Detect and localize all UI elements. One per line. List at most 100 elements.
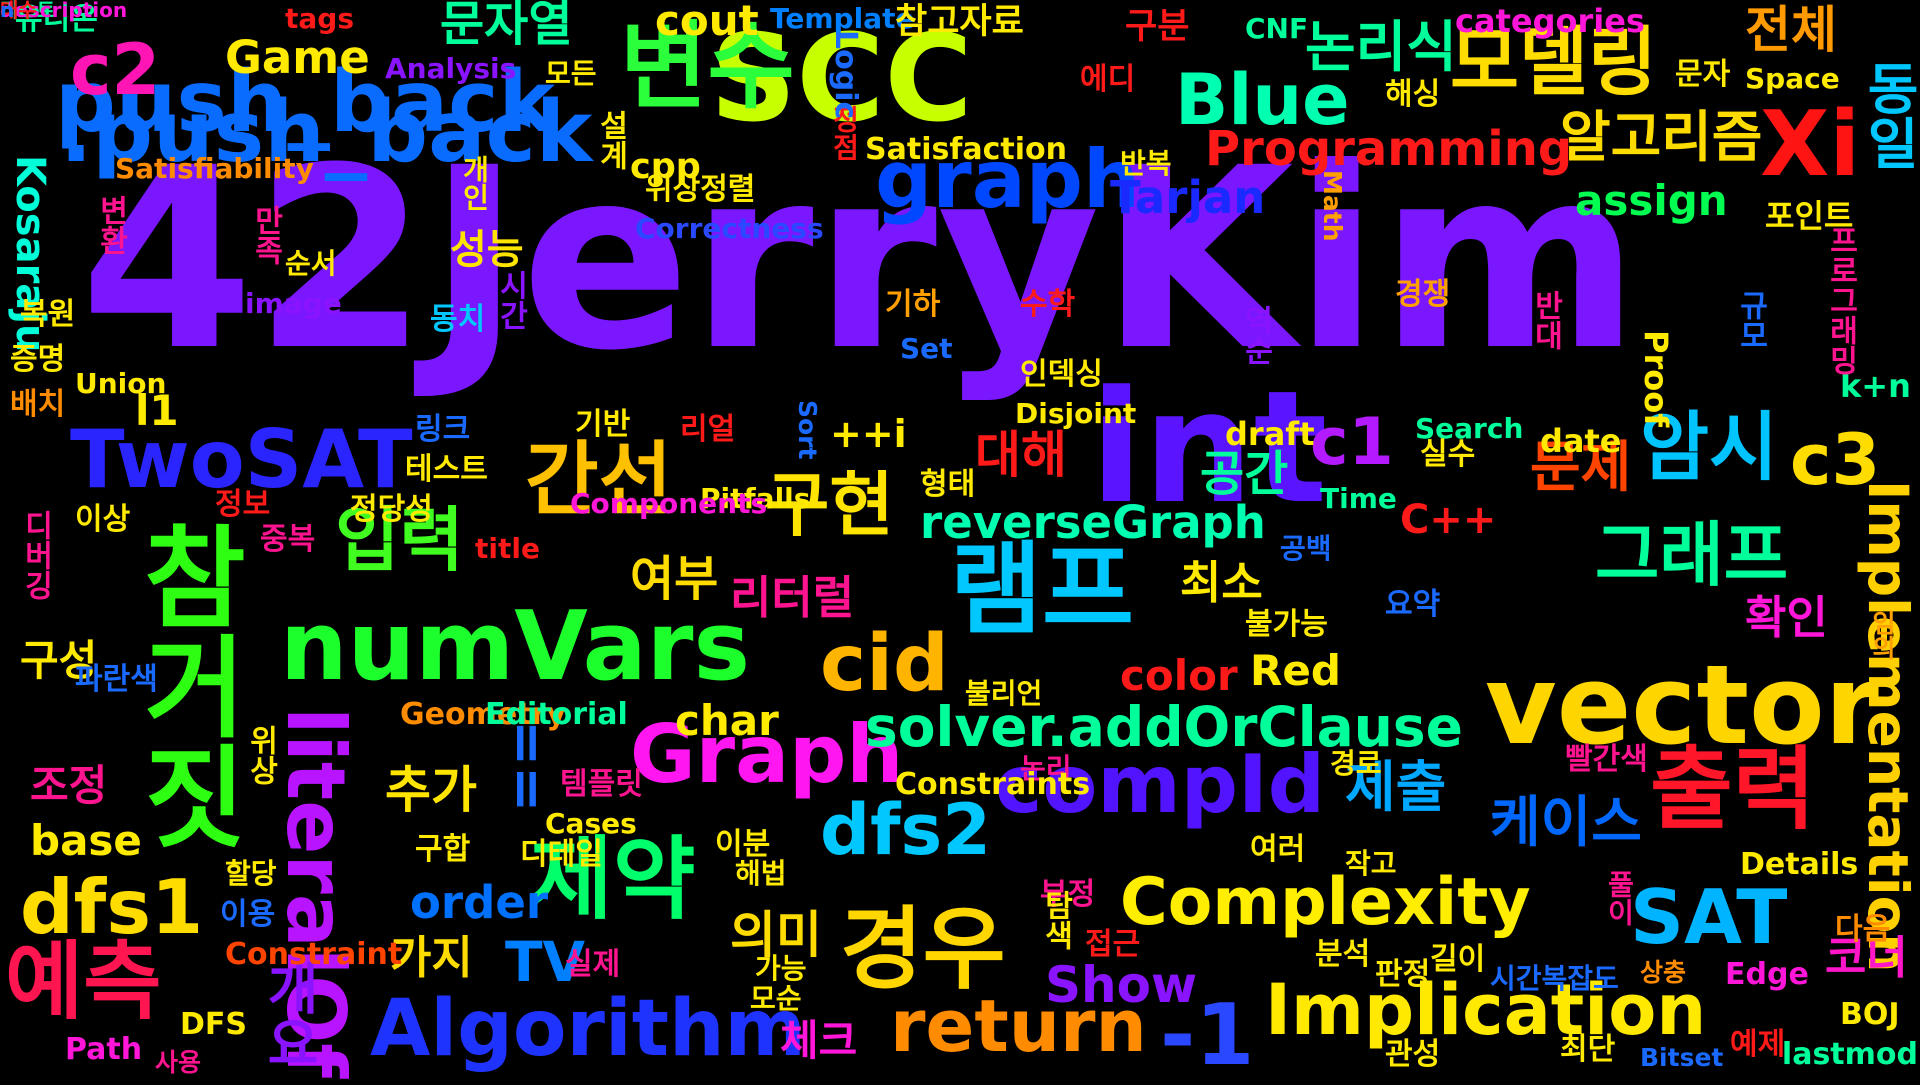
cloud-word: 다음 [1835,912,1891,947]
cloud-word: 공간 [1200,446,1289,502]
cloud-word: ++i [830,412,907,456]
cloud-word: Time [1320,482,1397,515]
cloud-word: 모순 [750,982,802,1015]
cloud-word: 모델링 [1450,18,1658,106]
cloud-word: Set [900,332,953,365]
cloud-word: 역순 [1238,305,1273,365]
cloud-word: 예제 [1730,1027,1786,1062]
cloud-word: 42JerryKim [80,114,1640,405]
cloud-word: Constraint [225,937,403,972]
cloud-word: Blue [1175,59,1350,141]
cloud-word: 사용 [155,1048,202,1077]
cloud-word: 불가능 [1245,607,1328,642]
cloud-word: image [245,287,342,320]
cloud-word: 정당성 [350,492,433,527]
cloud-word: Kosaraju [7,155,53,353]
cloud-word: 포인트 [1765,197,1854,235]
cloud-word: solver.addOrClause [865,695,1463,759]
cloud-word: 입력 [335,499,464,581]
cloud-word: compId [995,738,1326,831]
cloud-word: Xi [1760,92,1861,197]
cloud-word: 개인 [458,155,491,211]
cloud-word: 프로그래밍 [1823,225,1858,375]
cloud-word: dfs1 [20,863,204,951]
cloud-word: 조정 [30,761,108,810]
cloud-word: 암시 [1640,403,1779,491]
cloud-word: 만족 [248,205,283,265]
cloud-word: Graph [630,708,904,801]
cloud-word: n [0,0,15,22]
cloud-word: 시간 [493,270,528,330]
cloud-word: 접근 [1085,927,1141,962]
cloud-word: 공백 [1280,532,1332,565]
cloud-word: Union [75,367,167,400]
cloud-word: 디테일 [520,837,603,872]
cloud-word: 임의 [1868,610,1897,660]
cloud-word: 대해 [975,426,1067,484]
cloud-word: 테스트 [405,452,488,487]
cloud-word: Complexity [1120,865,1531,940]
cloud-word: 요약 [1385,587,1441,622]
cloud-word: Geometry [400,697,566,732]
cloud-word: 설계 [593,110,628,170]
cloud-word: 변수 [620,12,795,122]
cloud-word: 코너 [1825,931,1908,984]
cloud-word: 해법 [735,857,787,890]
cloud-word: Search [1415,412,1524,445]
cloud-word: return [890,984,1147,1068]
cloud-word: BOJ [1840,997,1900,1032]
cloud-word: 리스트 [0,0,56,22]
cloud-word: 배치 [10,387,66,422]
cloud-word: l1 [135,386,179,435]
cloud-word: Programming [1205,121,1573,177]
cloud-word: Tarjan [1110,171,1266,224]
cloud-word: 에디 [1080,62,1136,97]
cloud-word: 중복 [260,522,316,557]
cloud-word: 문제 [1530,435,1632,499]
cloud-word: 정보 [215,487,271,522]
cloud-word: Satisfiability [115,152,314,185]
cloud-word: Analysis [385,52,517,85]
cloud-word: title [475,532,540,565]
cloud-word: 동치 [430,302,486,337]
cloud-word: 구분 [1125,7,1190,47]
cloud-word: 경쟁 [1395,277,1451,312]
cloud-word: 문자열 [440,0,573,52]
cloud-word: 알고리즘 [1560,105,1763,169]
cloud-word: 최소 [1180,556,1263,609]
cloud-word: Cases [545,807,637,840]
cloud-word: .push_back [60,83,593,182]
cloud-word: 작고 [1345,847,1397,880]
cloud-word: 기반 [575,407,631,442]
cloud-word: 그래프 [1595,514,1789,596]
cloud-word: 디버깅 [18,510,53,600]
cloud-word: 위상정렬 [645,172,756,207]
cloud-word: categories [1455,2,1645,40]
cloud-word: 동일 [1856,60,1920,170]
cloud-word: description [0,0,128,22]
cloud-word: 추가 [385,761,477,819]
cloud-word: c3 [1790,419,1881,501]
cloud-word: 빨간색 [1565,742,1648,777]
cloud-word: Logic [828,30,863,120]
cloud-word: draft [1225,415,1315,453]
cloud-word: 실수 [1420,437,1476,472]
cloud-word: 증명 [10,342,66,377]
cloud-word: 경우 [840,897,1006,1002]
cloud-word: 확인 [1745,591,1828,644]
cloud-word: Template [770,2,915,35]
cloud-word: 풀이 [1603,870,1636,926]
cloud-word: 분석 [1315,937,1371,972]
cloud-word: 길이 [1430,942,1486,977]
cloud-word: Game [225,31,370,84]
cloud-word: 가지 [390,931,473,984]
cloud-word: dfs2 [820,789,991,871]
cloud-word: date [1540,422,1622,460]
cloud-word: 참거짓 [121,520,249,850]
cloud-word: Pitfalls [700,482,811,515]
cloud-word: TwoSAT [70,413,413,506]
cloud-word: cout [655,0,759,45]
cloud-word: 리터럴 [730,571,855,624]
cloud-word: base [30,816,142,865]
cloud-word: 템플릿 [560,767,643,802]
